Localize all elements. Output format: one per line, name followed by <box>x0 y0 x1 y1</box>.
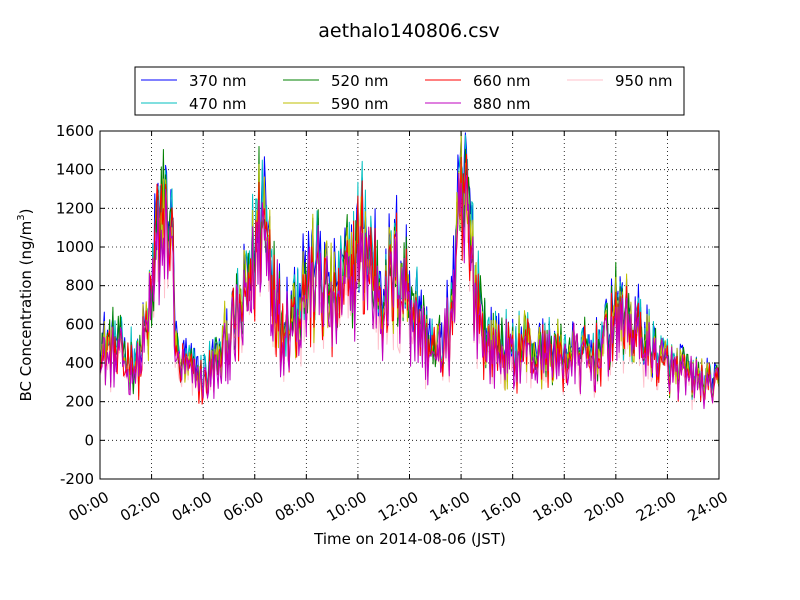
y-tick-label: 1400 <box>56 161 94 179</box>
x-tick-label: 02:00 <box>117 488 163 525</box>
series-line-520-nm <box>100 132 719 401</box>
series-group <box>100 132 719 410</box>
y-axis-label-main: BC Concentration (ng/m <box>17 221 35 402</box>
y-tick-label: -200 <box>60 470 94 488</box>
x-tick-label: 08:00 <box>272 488 318 525</box>
legend: 370 nm 470 nm 520 nm 590 nm 660 nm 880 nm 950 … <box>134 66 685 116</box>
y-axis-label-sup: 3 <box>16 214 27 220</box>
x-tick-label: 18:00 <box>530 488 576 525</box>
y-tick-label: 1200 <box>56 199 94 217</box>
y-tick-label: 1600 <box>56 122 94 140</box>
legend-label: 520 nm <box>331 72 389 90</box>
x-axis-label: Time on 2014-08-06 (JST) <box>313 530 506 548</box>
y-tick-label: 600 <box>65 315 94 333</box>
chart-title: aethalo140806.csv <box>318 20 500 42</box>
y-tick-label: 800 <box>65 277 94 295</box>
y-tick-label: 0 <box>84 431 94 449</box>
x-tick-label: 00:00 <box>66 488 112 525</box>
legend-label: 470 nm <box>189 95 247 113</box>
legend-frame <box>134 66 685 116</box>
legend-label: 880 nm <box>473 95 531 113</box>
x-tick-label: 14:00 <box>427 488 473 525</box>
legend-label: 370 nm <box>189 72 247 90</box>
legend-label: 950 nm <box>615 72 673 90</box>
x-tick-label: 12:00 <box>375 488 421 525</box>
y-axis-label-end: ) <box>17 209 35 215</box>
x-tick-label: 20:00 <box>581 488 627 525</box>
y-tick-label: 1000 <box>56 238 94 256</box>
y-axis-label: BC Concentration (ng/m3) <box>16 209 35 402</box>
legend-label: 660 nm <box>473 72 531 90</box>
y-tick-label: 400 <box>65 354 94 372</box>
y-tick-label: 200 <box>65 393 94 411</box>
ticks <box>99 130 720 480</box>
x-tick-label: 24:00 <box>685 488 731 525</box>
series-line-880-nm <box>100 173 719 410</box>
x-tick-label: 16:00 <box>478 488 524 525</box>
x-tick-label: 22:00 <box>633 488 679 525</box>
x-tick-label: 04:00 <box>169 488 215 525</box>
x-tick-label: 06:00 <box>220 488 266 525</box>
x-tick-label: 10:00 <box>323 488 369 525</box>
legend-label: 590 nm <box>331 95 389 113</box>
